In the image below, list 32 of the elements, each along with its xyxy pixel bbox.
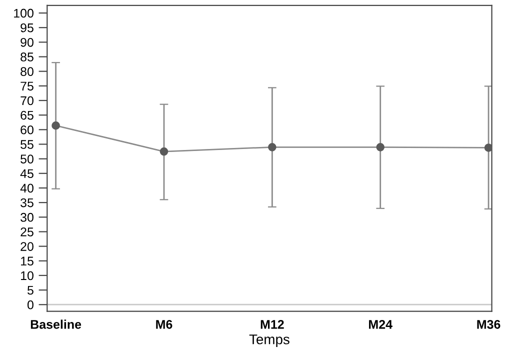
x-tick-label: Baseline (30, 320, 82, 329)
y-tick-label: 65 (20, 110, 34, 120)
y-tick-label: 10 (21, 271, 34, 280)
y-tick-label: 80 (20, 67, 34, 76)
x-tick-label: M6 (156, 320, 172, 329)
y-tick-label: 90 (20, 38, 34, 47)
y-tick-label: 40 (20, 184, 34, 193)
y-tick-label: 25 (20, 228, 34, 236)
x-axis-title: Temps (249, 334, 290, 348)
y-tick-label: 70 (20, 96, 34, 106)
y-tick-label: 85 (20, 52, 34, 62)
x-tick-label: M36 (477, 320, 500, 329)
y-tick-label: 15 (21, 256, 34, 266)
point (52, 121, 60, 130)
y-tick-label: 0 (27, 300, 34, 310)
point (376, 142, 385, 152)
y-tick-label: 55 (20, 140, 34, 149)
y-tick-label: 50 (20, 154, 34, 164)
y-tick-label: 5 (28, 286, 34, 295)
y-tick-label: 100 (14, 8, 34, 18)
x-tick-label: M12 (260, 320, 284, 329)
y-tick-label: 45 (20, 169, 34, 178)
y-tick-label: 30 (20, 212, 34, 222)
y-tick-label: 75 (20, 82, 34, 91)
point (268, 142, 276, 152)
y-tick-label: 95 (20, 23, 34, 32)
y-tick-label: 20 (20, 242, 34, 251)
y-tick-label: 60 (20, 125, 34, 134)
x-tick-label: M24 (369, 320, 392, 329)
point (484, 144, 492, 152)
point (160, 147, 168, 156)
y-tick-label: 35 (20, 198, 34, 208)
